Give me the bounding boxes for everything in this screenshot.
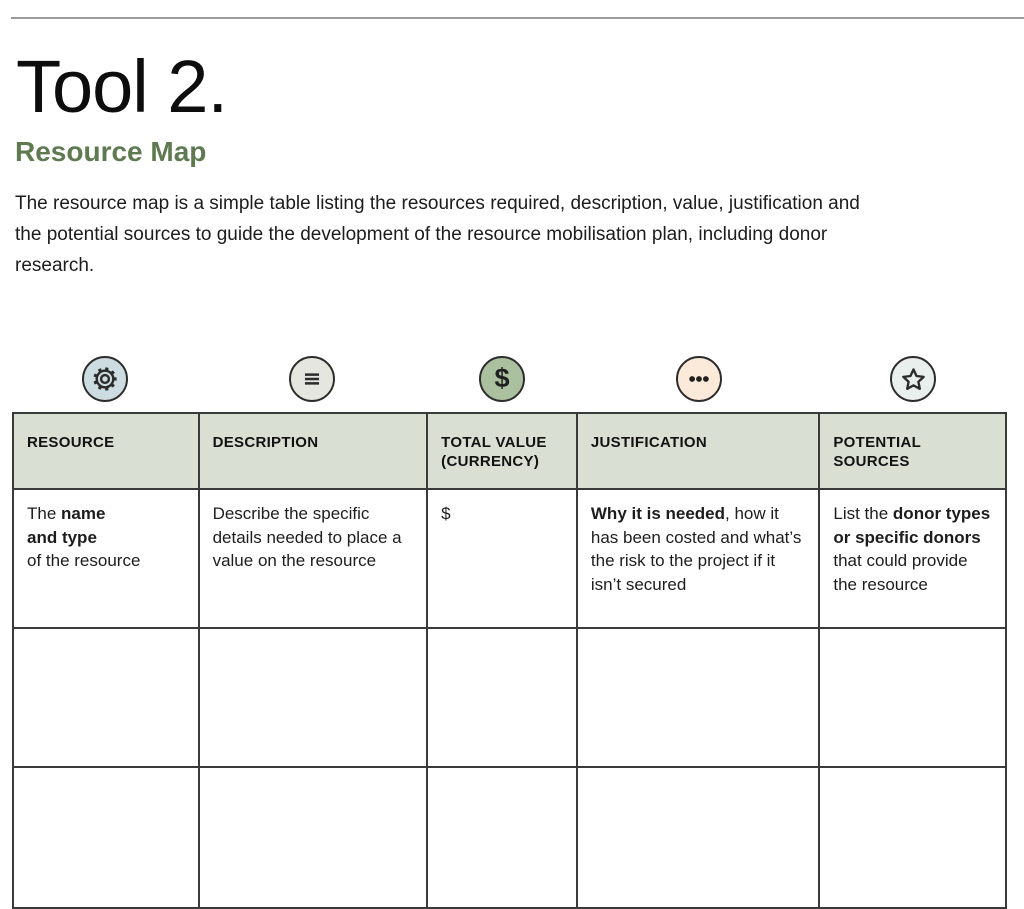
- top-divider: [11, 17, 1024, 19]
- table-cell: [426, 766, 578, 909]
- table-cell: The name and type of the resource: [12, 488, 200, 629]
- table-cell: [818, 627, 1007, 768]
- intro-paragraph: The resource map is a simple table listi…: [15, 193, 860, 276]
- column-header: DESCRIPTION: [197, 412, 429, 490]
- icon-cell-description: [198, 356, 427, 402]
- icon-cell-justification: [577, 356, 820, 402]
- table-row: [12, 627, 1007, 768]
- table-cell: [197, 627, 429, 768]
- menu-icon: [289, 356, 336, 402]
- ellipsis-icon: [675, 356, 722, 402]
- dollar-icon: $: [479, 356, 526, 402]
- page-title: Tool 2.: [16, 45, 228, 128]
- document-page: Tool 2. Resource Map The resource map is…: [0, 17, 1024, 909]
- gear-icon: [81, 356, 128, 402]
- table-header-row: RESOURCE DESCRIPTION TOTAL VALUE (CURRENCY…: [12, 412, 1007, 490]
- dollar-glyph: $: [494, 362, 510, 393]
- column-header: RESOURCE: [12, 412, 200, 490]
- icon-cell-resource: [12, 356, 198, 402]
- column-header: POTENTIAL SOURCES: [818, 412, 1007, 490]
- table-cell: [12, 627, 200, 768]
- table-cell: [426, 627, 578, 768]
- star-icon: [890, 356, 937, 402]
- table-cell: [12, 766, 200, 909]
- table-cell: Describe the specific details needed to …: [197, 488, 429, 629]
- column-icons-row: $: [12, 356, 1007, 402]
- table-row: The name and type of the resource Describ…: [12, 488, 1007, 629]
- page-subtitle: Resource Map: [15, 136, 207, 167]
- icon-cell-potential-sources: [820, 356, 1007, 402]
- column-header: JUSTIFICATION: [575, 412, 821, 490]
- icon-cell-total-value: $: [427, 356, 577, 402]
- table-cell: [575, 627, 821, 768]
- table-cell: [197, 766, 429, 909]
- table-cell: [818, 766, 1007, 909]
- resource-map-table: RESOURCE DESCRIPTION TOTAL VALUE (CURRENCY…: [12, 412, 1007, 909]
- table-row: [12, 766, 1007, 909]
- table-cell: [575, 766, 821, 909]
- table-cell: $: [426, 488, 578, 629]
- table-cell: Why it is needed, how it has been costed…: [575, 488, 821, 629]
- table-body: The name and type of the resource Describ…: [12, 488, 1007, 909]
- table-cell: List the donor types or specific donors …: [818, 488, 1007, 629]
- column-header: TOTAL VALUE (CURRENCY): [426, 412, 578, 490]
